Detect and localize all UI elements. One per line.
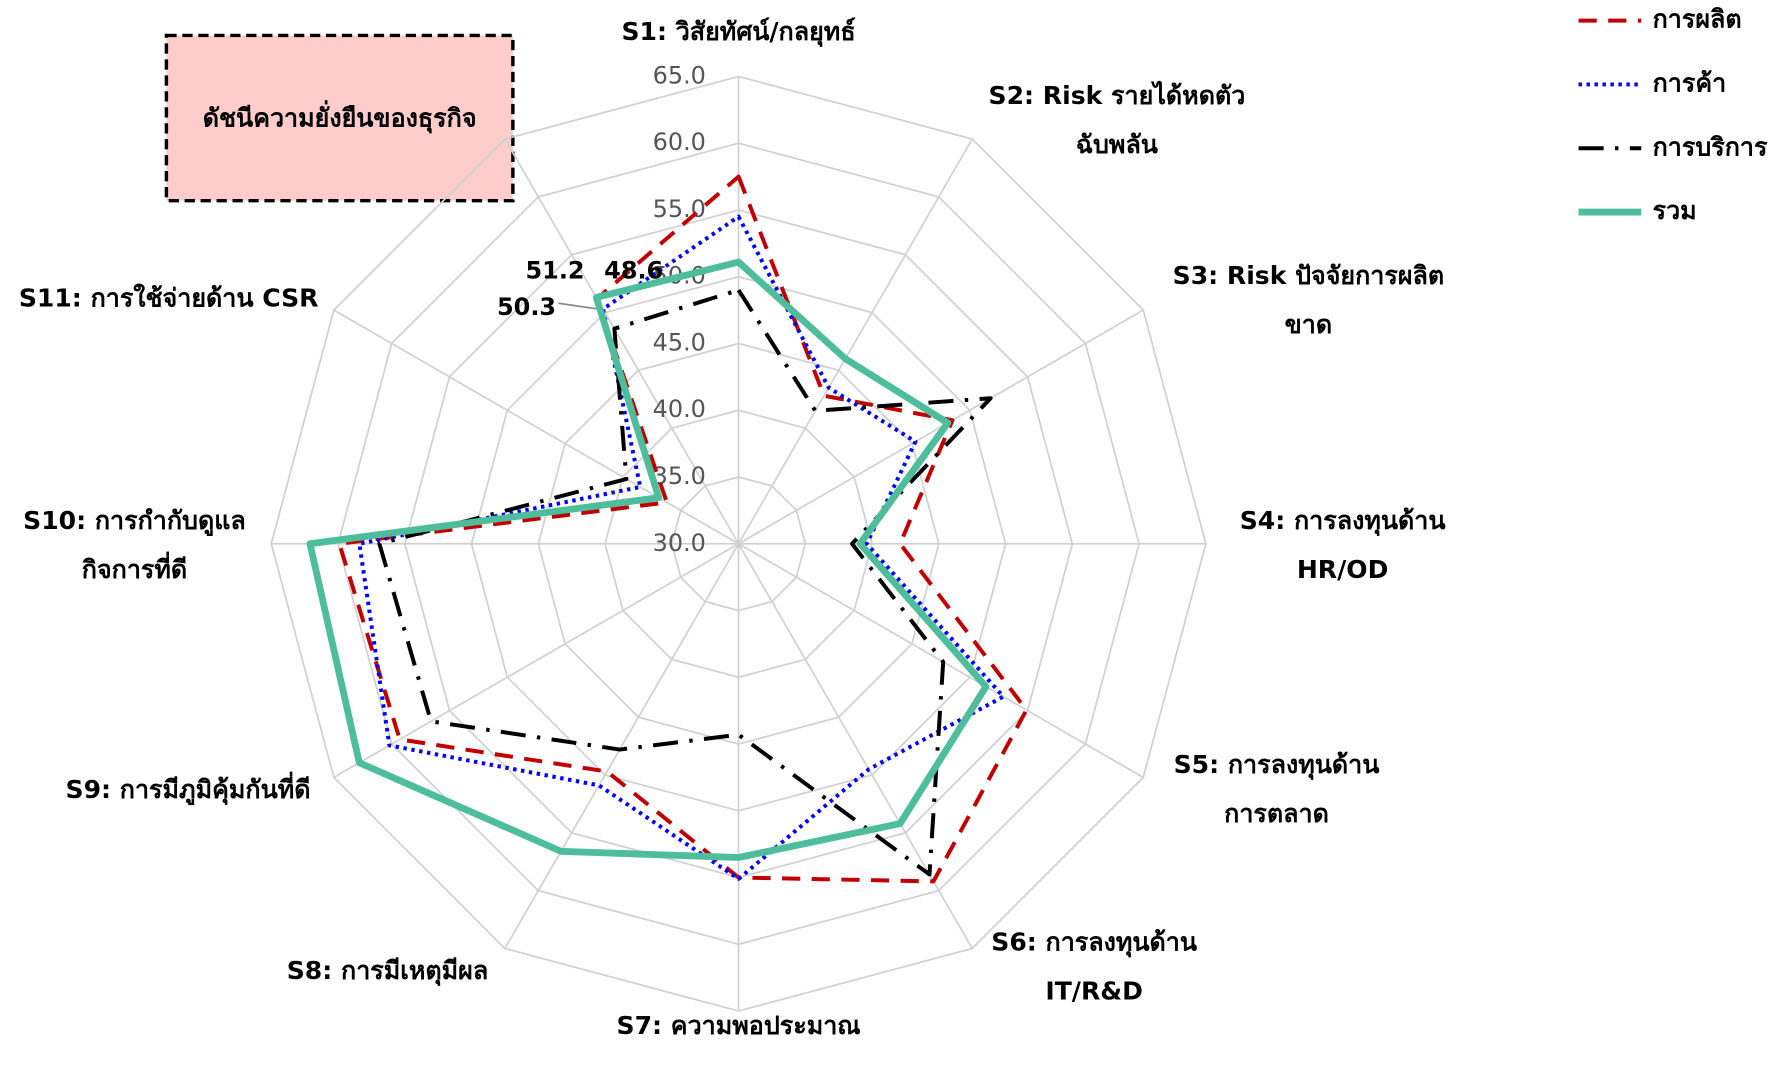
- category-wrap: S6: การลงทุนด้าน IT/R&D: [991, 928, 1198, 1007]
- category-label: S6: การลงทุนด้าน IT/R&D: [991, 928, 1198, 1007]
- series-line: [357, 214, 1006, 881]
- title-wrap: ดัชนีความยั่งยืนของธุรกิจ: [202, 104, 477, 134]
- chart-title: ดัชนีความยั่งยืนของธุรกิจ: [202, 104, 477, 134]
- category-label: S10: การกำกับดูแล กิจการที่ดี: [23, 507, 246, 585]
- spoke: [504, 543, 740, 949]
- category-label: S2: Risk รายได้หดตัว ฉับพลัน: [988, 82, 1246, 160]
- category-wrap: S1: วิสัยทัศน์/กลยุทธ์: [621, 17, 856, 47]
- category-wrap: S11: การใช้จ่ายด้าน CSR: [18, 284, 319, 313]
- data-label: 48.6: [604, 256, 663, 284]
- data-label: 50.3: [497, 293, 556, 321]
- category-wrap: S2: Risk รายได้หดตัว ฉับพลัน: [988, 82, 1246, 160]
- category-wrap: S5: การลงทุนด้าน การตลาด: [1173, 751, 1380, 829]
- category-wrap: S10: การกำกับดูแล กิจการที่ดี: [23, 507, 246, 585]
- category-label: S11: การใช้จ่ายด้าน CSR: [18, 284, 319, 313]
- y-tick-label: 60.0: [653, 128, 706, 156]
- category-label: S5: การลงทุนด้าน การตลาด: [1173, 751, 1380, 829]
- data-label: 51.2: [526, 256, 585, 284]
- legend-label: การค้า: [1653, 68, 1727, 97]
- series-line: [306, 258, 990, 861]
- category-wrap: S8: การมีเหตุมีผล: [286, 956, 489, 986]
- y-tick-label: 30.0: [653, 529, 706, 557]
- spoke: [737, 138, 973, 545]
- series-line: [377, 288, 993, 877]
- spoke: [333, 543, 739, 779]
- legend-label: การผลิต: [1653, 5, 1742, 34]
- y-tick-label: 40.0: [653, 395, 706, 423]
- y-tick-label: 65.0: [653, 61, 706, 89]
- spoke: [333, 309, 739, 545]
- y-tick-label: 45.0: [653, 328, 706, 356]
- category-label: S8: การมีเหตุมีผล: [286, 956, 489, 986]
- leader-line: [558, 302, 599, 310]
- y-tick-label: 55.0: [653, 195, 706, 223]
- legend-label: รวม: [1653, 196, 1697, 225]
- category-label: S4: การลงทุนด้าน HR/OD: [1239, 507, 1446, 585]
- title-box: [164, 33, 515, 203]
- category-wrap: S4: การลงทุนด้าน HR/OD: [1239, 507, 1446, 585]
- category-label: S1: วิสัยทัศน์/กลยุทธ์: [621, 17, 856, 47]
- category-label: S9: การมีภูมิคุ้มกันที่ดี: [65, 775, 311, 805]
- legend-label: การบริการ: [1653, 132, 1768, 161]
- category-label: S3: Risk ปัจจัยการผลิต ขาด: [1172, 262, 1445, 340]
- category-label: S7: ความพอประมาณ: [616, 1011, 861, 1041]
- spoke: [504, 138, 740, 545]
- spoke: [738, 543, 1144, 779]
- category-wrap: S3: Risk ปัจจัยการผลิต ขาด: [1172, 262, 1445, 340]
- category-wrap: S9: การมีภูมิคุ้มกันที่ดี: [65, 775, 311, 805]
- category-wrap: S7: ความพอประมาณ: [616, 1011, 861, 1041]
